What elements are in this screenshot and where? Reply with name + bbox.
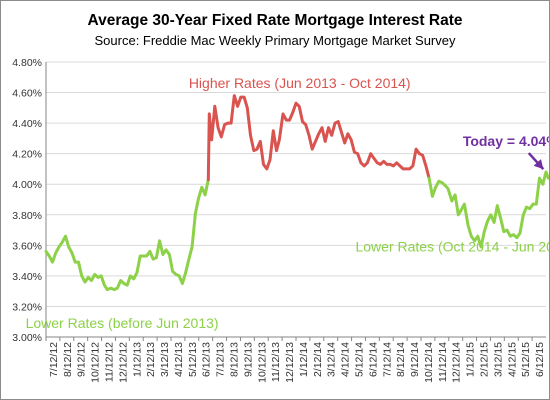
annotation-lower_recent: Lower Rates (Oct 2014 - Jun 2015)	[355, 238, 549, 254]
x-tick-label: 3/12/13	[159, 342, 171, 377]
y-tick-label: 3.40%	[12, 271, 42, 283]
y-tick-label: 3.80%	[12, 210, 42, 222]
x-tick-label: 12/12/14	[451, 342, 463, 383]
x-tick-label: 11/12/13	[270, 342, 282, 382]
x-tick-label: 10/12/13	[256, 342, 268, 383]
x-tick-label: 5/12/13	[187, 342, 199, 377]
y-tick-label: 3.20%	[12, 301, 42, 313]
annotations: Higher Rates (Jun 2013 - Oct 2014) Lower …	[26, 75, 549, 331]
y-tick-label: 4.60%	[12, 88, 42, 100]
annotation-higher: Higher Rates (Jun 2013 - Oct 2014)	[189, 75, 411, 91]
y-tick-label: 4.00%	[12, 179, 42, 191]
x-tick-label: 3/12/14	[326, 342, 338, 377]
x-tick-label: 6/12/14	[367, 342, 379, 377]
x-tick-label: 4/12/14	[340, 342, 352, 377]
x-tick-label: 4/12/13	[173, 342, 185, 377]
chart-subtitle: Source: Freddie Mac Weekly Primary Mortg…	[95, 33, 456, 48]
chart-title: Average 30-Year Fixed Rate Mortgage Inte…	[87, 12, 462, 29]
y-tick-label: 3.60%	[12, 240, 42, 252]
x-tick-label: 9/12/14	[409, 342, 421, 377]
axes	[45, 62, 546, 341]
x-tick-label: 6/12/15	[534, 342, 546, 377]
x-tick-label: 1/12/14	[298, 342, 310, 377]
x-tick-label: 1/12/13	[131, 342, 143, 377]
x-tick-label: 7/12/13	[215, 342, 227, 377]
x-tick-label: 2/12/13	[145, 342, 157, 377]
series-line-1	[44, 178, 210, 292]
x-tick-label: 7/12/14	[381, 342, 393, 377]
x-tick-label: 2/12/15	[479, 342, 491, 377]
x-tick-label: 11/12/12	[104, 342, 116, 382]
series-lines	[44, 94, 549, 292]
x-tick-label: 1/12/15	[465, 342, 477, 377]
x-tick-label: 8/12/14	[395, 342, 407, 377]
today-arrow-head	[533, 159, 544, 170]
y-tick-label: 4.80%	[12, 57, 42, 69]
y-axis-tick-labels: 3.00% 3.20% 3.40% 3.60% 3.80% 4.00% 4.20% 4.40%…	[12, 57, 42, 344]
x-tick-label: 8/12/13	[229, 342, 241, 377]
annotation-today: Today = 4.04%	[463, 133, 549, 149]
y-tick-label: 3.00%	[12, 332, 42, 344]
x-tick-label: 10/12/12	[90, 342, 102, 383]
x-tick-label: 8/12/12	[62, 342, 74, 377]
x-tick-label: 5/12/14	[354, 342, 366, 377]
x-tick-label: 4/12/15	[506, 342, 518, 377]
x-tick-label: 12/12/12	[117, 342, 129, 383]
x-tick-label: 12/12/13	[284, 342, 296, 383]
x-tick-label: 6/12/13	[201, 342, 213, 377]
x-tick-label: 9/12/12	[76, 342, 88, 377]
y-tick-label: 4.40%	[12, 118, 42, 130]
x-tick-label: 7/12/12	[48, 342, 60, 377]
x-tick-label: 2/12/14	[312, 342, 324, 377]
series-line-2	[206, 94, 431, 182]
y-tick-label: 4.20%	[12, 149, 42, 161]
x-tick-label: 3/12/15	[492, 342, 504, 377]
x-tick-label: 5/12/15	[520, 342, 532, 377]
series-line-3	[427, 170, 549, 249]
x-tick-label: 9/12/13	[242, 342, 254, 377]
x-tick-label: 10/12/14	[423, 342, 435, 383]
x-tick-label: 11/12/14	[437, 342, 449, 382]
annotation-lower_early: Lower Rates (before Jun 2013)	[26, 315, 219, 331]
x-axis-tick-labels: 7/12/12 8/12/12 9/12/12 10/12/12 11/12/12 12/…	[48, 342, 546, 383]
